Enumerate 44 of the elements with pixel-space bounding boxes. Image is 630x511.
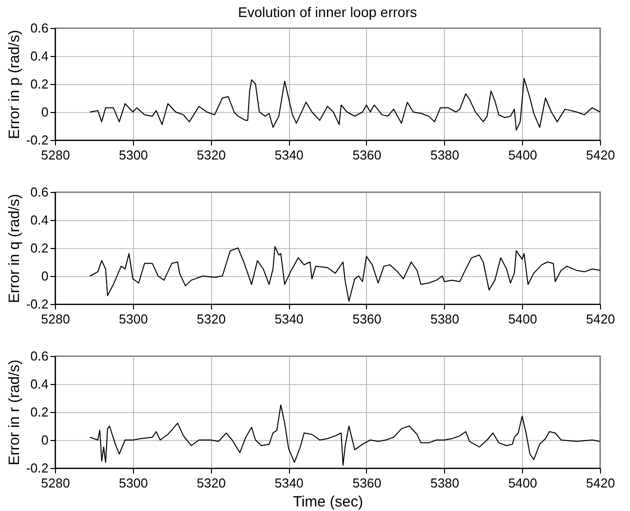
- x-tick-label: 5400: [508, 476, 538, 490]
- y-tick-label: 0: [41, 104, 48, 120]
- y-axis-title: Error in r (rad/s): [6, 360, 24, 466]
- y-tick-label: 0.4: [30, 48, 48, 64]
- x-tick-label: 5420: [586, 312, 615, 326]
- y-tick-label: 0.6: [30, 184, 48, 200]
- x-tick-label: 5380: [430, 312, 460, 326]
- x-tick-label: 5360: [352, 476, 382, 490]
- x-tick-label: 5300: [118, 312, 148, 326]
- x-tick-label: 5420: [586, 148, 615, 162]
- x-tick-label: 5320: [196, 312, 226, 326]
- x-tick-label: 5340: [274, 476, 304, 490]
- x-tick-label: 5320: [196, 476, 226, 490]
- y-tick-label: 0.2: [30, 76, 48, 92]
- x-tick-label: 5420: [586, 476, 615, 490]
- y-tick-label: 0.2: [30, 404, 48, 420]
- y-tick-label: 0.4: [30, 376, 48, 392]
- x-tick-label: 5380: [430, 148, 460, 162]
- y-tick-label: 0.6: [30, 20, 48, 36]
- x-tick-label: 5340: [274, 312, 304, 326]
- y-tick-label: 0.4: [30, 212, 48, 228]
- x-axis-title: Time (sec): [292, 494, 364, 510]
- y-tick-label: -0.2: [26, 296, 48, 312]
- x-tick-label: 5360: [352, 148, 382, 162]
- y-tick-label: 0: [41, 268, 48, 284]
- x-tick-label: 5360: [352, 312, 382, 326]
- y-tick-label: 0.6: [30, 348, 48, 364]
- x-tick-label: 5380: [430, 476, 460, 490]
- y-tick-label: -0.2: [26, 460, 48, 476]
- x-tick-label: 5400: [508, 148, 538, 162]
- x-tick-label: 5300: [118, 476, 148, 490]
- y-tick-label: 0.2: [30, 240, 48, 256]
- x-tick-label: 5340: [274, 148, 304, 162]
- x-tick-label: 5320: [196, 148, 226, 162]
- x-tick-label: 5280: [41, 148, 70, 162]
- x-tick-label: 5300: [118, 148, 148, 162]
- x-tick-label: 5280: [41, 476, 70, 490]
- y-tick-label: -0.2: [26, 132, 48, 148]
- y-tick-label: 0: [41, 432, 48, 448]
- y-axis-title: Error in q (rad/s): [6, 194, 24, 304]
- x-tick-label: 5280: [41, 312, 70, 326]
- x-tick-label: 5400: [508, 312, 538, 326]
- chart-title: Evolution of inner loop errors: [238, 4, 417, 20]
- y-axis-title: Error in p (rad/s): [6, 30, 24, 140]
